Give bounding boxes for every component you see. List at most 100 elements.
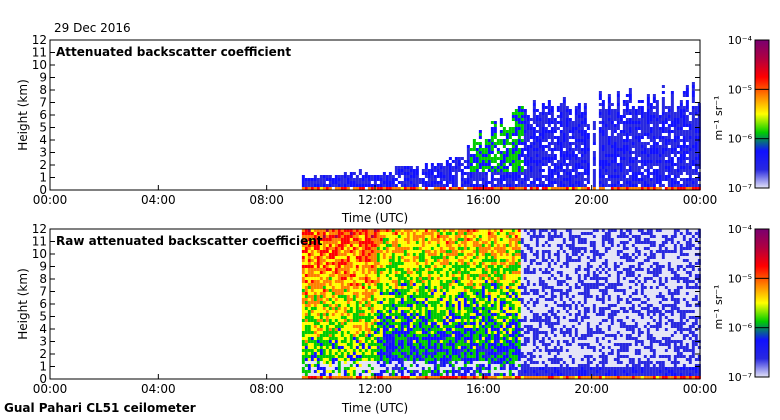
heatmap-cell — [463, 298, 467, 301]
heatmap-cell — [598, 166, 602, 169]
heatmap-cell — [460, 271, 464, 274]
heatmap-cell — [604, 157, 608, 160]
heatmap-cell — [676, 112, 680, 115]
heatmap-cell — [676, 130, 680, 133]
heatmap-cell — [391, 247, 395, 250]
heatmap-cell — [451, 334, 455, 337]
heatmap-cell — [355, 331, 359, 334]
heatmap-cell — [376, 280, 380, 283]
heatmap-cell — [451, 250, 455, 253]
heatmap-cell — [436, 256, 440, 259]
heatmap-cell — [463, 160, 467, 163]
heatmap-cell — [646, 148, 650, 151]
heatmap-cell — [544, 115, 548, 118]
heatmap-cell — [340, 355, 344, 358]
heatmap-cell — [469, 148, 473, 151]
heatmap-cell — [637, 118, 641, 121]
heatmap-cell — [412, 187, 416, 190]
heatmap-cell — [472, 172, 476, 175]
heatmap-cell — [319, 328, 323, 331]
heatmap-cell — [319, 262, 323, 265]
heatmap-cell — [691, 124, 695, 127]
heatmap-cell — [433, 328, 437, 331]
heatmap-cell — [439, 277, 443, 280]
heatmap-cell — [466, 184, 470, 187]
heatmap-cell — [622, 169, 626, 172]
heatmap-cell — [301, 232, 305, 235]
heatmap-cell — [445, 361, 449, 364]
heatmap-cell — [529, 166, 533, 169]
heatmap-cell — [412, 232, 416, 235]
heatmap-cell — [601, 160, 605, 163]
heatmap-cell — [310, 343, 314, 346]
heatmap-cell — [424, 268, 428, 271]
heatmap-cell — [433, 307, 437, 310]
heatmap-cell — [469, 355, 473, 358]
heatmap-cell — [565, 127, 569, 130]
heatmap-cell — [388, 325, 392, 328]
heatmap-cell — [406, 175, 410, 178]
heatmap-cell — [571, 166, 575, 169]
heatmap-cell — [451, 295, 455, 298]
heatmap-cell — [415, 175, 419, 178]
heatmap-cell — [610, 163, 614, 166]
heatmap-cell — [343, 283, 347, 286]
heatmap-cell — [358, 361, 362, 364]
heatmap-cell — [385, 265, 389, 268]
heatmap-cell — [355, 232, 359, 235]
heatmap-cell — [598, 130, 602, 133]
heatmap-cell — [628, 88, 632, 91]
heatmap-cell — [367, 253, 371, 256]
heatmap-cell — [619, 145, 623, 148]
heatmap-cell — [388, 277, 392, 280]
heatmap-cell — [379, 232, 383, 235]
heatmap-cell — [478, 157, 482, 160]
heatmap-cell — [382, 301, 386, 304]
heatmap-cell — [313, 229, 317, 232]
heatmap-cell — [439, 169, 443, 172]
heatmap-cell — [679, 127, 683, 130]
heatmap-cell — [526, 175, 530, 178]
heatmap-cell — [622, 148, 626, 151]
heatmap-cell — [355, 364, 359, 367]
heatmap-cell — [697, 178, 701, 181]
heatmap-cell — [454, 163, 458, 166]
heatmap-cell — [553, 154, 557, 157]
heatmap-cell — [502, 178, 506, 181]
heatmap-cell — [400, 334, 404, 337]
heatmap-cell — [547, 181, 551, 184]
heatmap-cell — [454, 235, 458, 238]
heatmap-cell — [394, 187, 398, 190]
heatmap-cell — [694, 121, 698, 124]
heatmap-cell — [340, 334, 344, 337]
heatmap-cell — [370, 244, 374, 247]
heatmap-cell — [367, 271, 371, 274]
heatmap-cell — [430, 316, 434, 319]
heatmap-cell — [424, 274, 428, 277]
heatmap-cell — [328, 256, 332, 259]
heatmap-cell — [379, 325, 383, 328]
heatmap-cell — [508, 175, 512, 178]
heatmap-cell — [334, 334, 338, 337]
heatmap-cell — [565, 130, 569, 133]
heatmap-cell — [436, 283, 440, 286]
heatmap-cell — [391, 310, 395, 313]
heatmap-cell — [592, 127, 596, 130]
heatmap-cell — [403, 235, 407, 238]
heatmap-cell — [307, 337, 311, 340]
heatmap-cell — [679, 145, 683, 148]
heatmap-cell — [421, 295, 425, 298]
heatmap-cell — [340, 241, 344, 244]
heatmap-cell — [466, 262, 470, 265]
heatmap-cell — [331, 181, 335, 184]
heatmap-cell — [406, 352, 410, 355]
heatmap-cell — [460, 253, 464, 256]
heatmap-cell — [424, 229, 428, 232]
heatmap-cell — [322, 274, 326, 277]
heatmap-cell — [580, 181, 584, 184]
heatmap-cell — [379, 277, 383, 280]
heatmap-cell — [427, 277, 431, 280]
heatmap-cell — [385, 358, 389, 361]
heatmap-cell — [421, 322, 425, 325]
heatmap-cell — [370, 178, 374, 181]
